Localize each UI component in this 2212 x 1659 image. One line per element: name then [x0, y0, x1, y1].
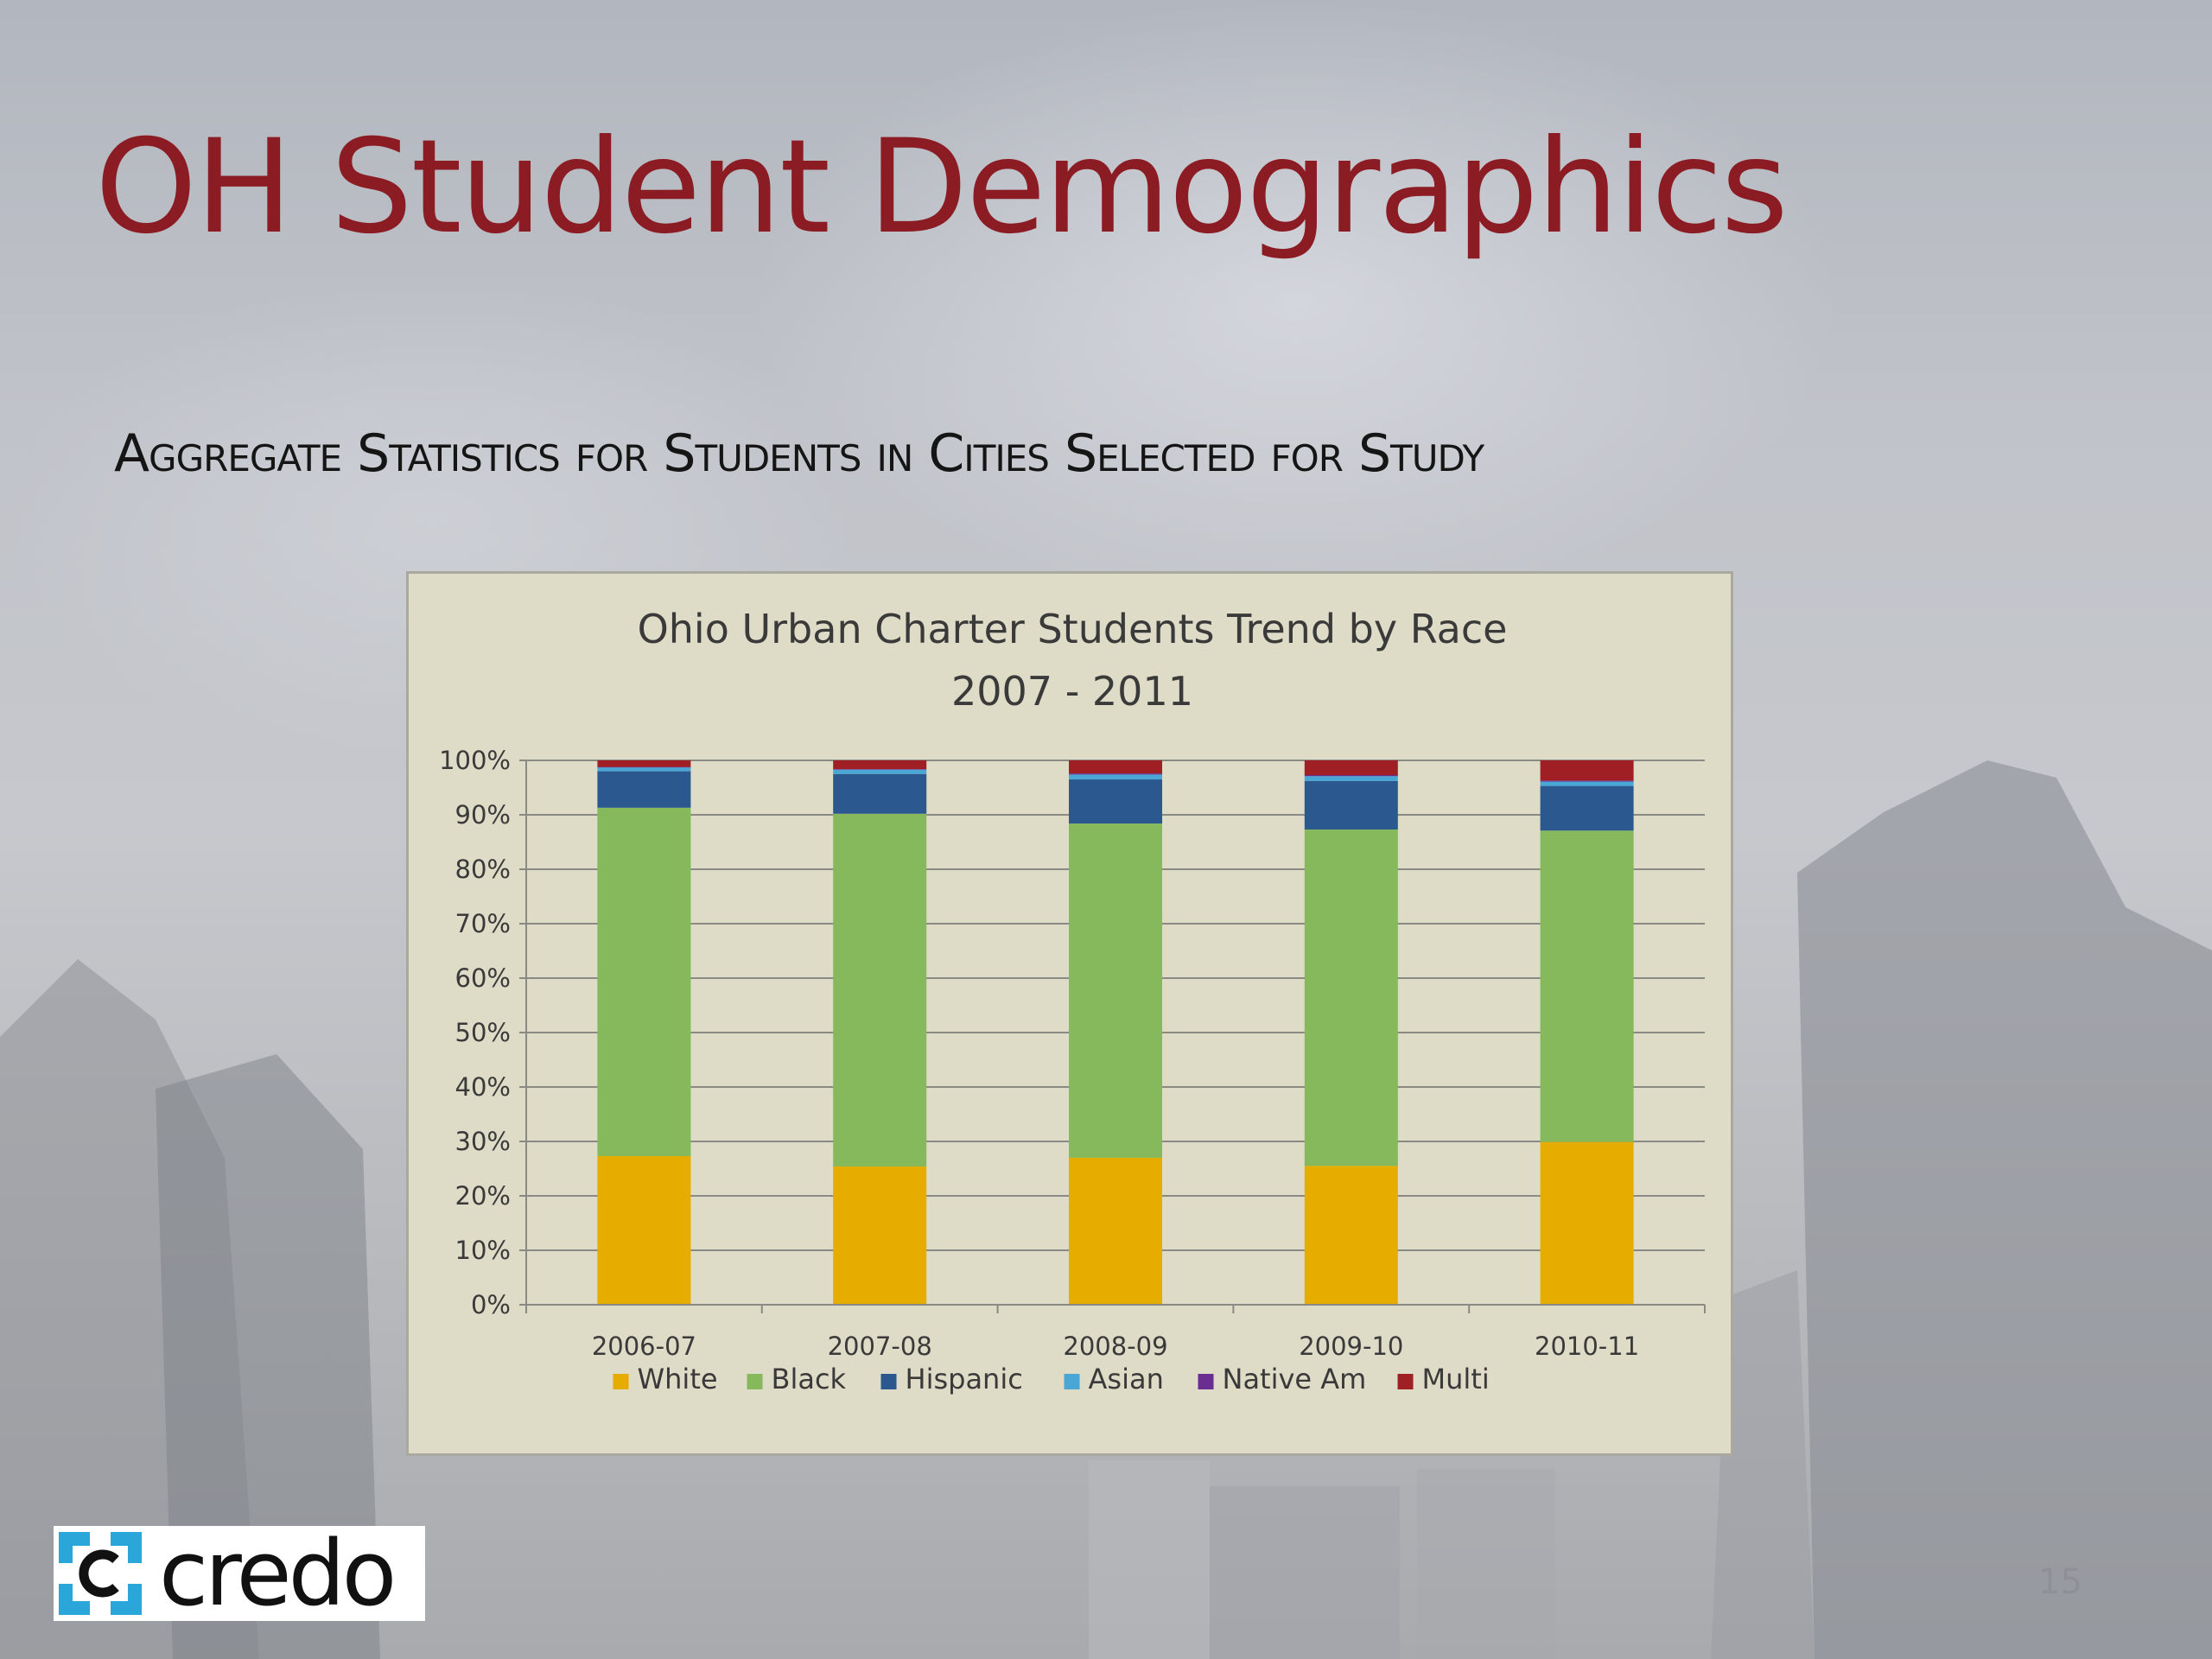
- x-axis: [525, 1304, 1706, 1313]
- chart-panel: Ohio Urban Charter Students Trend by Rac…: [406, 571, 1733, 1456]
- x-tick-label: 2007-08: [828, 1332, 932, 1361]
- credo-bracket-c-icon: [59, 1532, 142, 1615]
- bar-segment-multi: [1069, 760, 1162, 774]
- stacked-bar-chart: Ohio Urban Charter Students Trend by Rac…: [439, 606, 1706, 1395]
- y-tick-label: 60%: [455, 963, 511, 993]
- bar-segment-native-am: [1304, 775, 1398, 777]
- legend-swatch: [747, 1374, 763, 1389]
- bar-segment-white: [1304, 1166, 1398, 1305]
- x-tick-label: 2010-11: [1535, 1332, 1639, 1361]
- chart-title-line-1: Ohio Urban Charter Students Trend by Rac…: [638, 606, 1508, 652]
- y-tick-label: 30%: [455, 1127, 511, 1156]
- bar-segment-multi: [1540, 760, 1634, 781]
- legend-label: Black: [772, 1363, 847, 1395]
- bar-segment-white: [1540, 1141, 1634, 1305]
- legend-label: Native Am: [1223, 1363, 1367, 1395]
- slide-title: OH Student Demographics: [95, 112, 1789, 263]
- bar-segment-hispanic: [1304, 780, 1398, 830]
- x-tick-label: 2008-09: [1063, 1332, 1167, 1361]
- y-axis-tick-labels: 0% 10% 20% 30% 40% 50% 60% 70% 80% 90% 100%: [439, 746, 511, 1319]
- bar-segment-multi: [1304, 760, 1398, 776]
- bar-segment-multi: [597, 760, 691, 767]
- bar-segment-asian: [597, 767, 691, 772]
- bar-segment-black: [597, 807, 691, 1157]
- y-tick-label: 50%: [455, 1018, 511, 1047]
- bar-segment-asian: [1304, 776, 1398, 781]
- page-number: 15: [2038, 1562, 2082, 1602]
- bar-segment-native-am: [597, 766, 691, 768]
- chart-title-line-2: 2007 - 2011: [951, 668, 1193, 715]
- bar-segment-black: [1304, 830, 1398, 1166]
- y-tick-label: 100%: [439, 746, 511, 775]
- y-tick-label: 20%: [455, 1181, 511, 1211]
- legend-label: Multi: [1422, 1363, 1490, 1395]
- bar-segment-native-am: [833, 769, 927, 770]
- legend-swatch: [1397, 1374, 1414, 1389]
- legend-swatch: [613, 1374, 629, 1389]
- x-axis-tick-labels: 2006-07 2007-08 2008-09 2009-10 2010-11: [592, 1332, 1639, 1361]
- legend-label: Asian: [1089, 1363, 1164, 1395]
- credo-wordmark: credo: [159, 1521, 397, 1626]
- bar-segment-black: [833, 813, 927, 1166]
- bar-segment-native-am: [1069, 773, 1162, 775]
- bar-segment-hispanic: [1540, 785, 1634, 831]
- legend: White Black Hispanic Asian Native Am Multi: [613, 1363, 1490, 1395]
- legend-swatch: [880, 1374, 897, 1389]
- bar-segment-white: [1069, 1157, 1162, 1305]
- bar-segment-multi: [833, 760, 927, 770]
- bar-segment-white: [833, 1166, 927, 1305]
- x-tick-label: 2006-07: [592, 1332, 696, 1361]
- x-tick-label: 2009-10: [1299, 1332, 1403, 1361]
- credo-logo: credo: [54, 1526, 425, 1621]
- bar-segment-hispanic: [1069, 779, 1162, 824]
- legend-label: White: [638, 1363, 718, 1395]
- bar-segment-asian: [833, 769, 927, 774]
- y-tick-label: 40%: [455, 1072, 511, 1102]
- legend-label: Hispanic: [906, 1363, 1023, 1395]
- legend-swatch: [1198, 1374, 1214, 1389]
- slide-subtitle: Aggregate Statistics for Students in Cit…: [114, 423, 1484, 484]
- bar-segment-native-am: [1540, 780, 1634, 782]
- y-tick-label: 90%: [455, 800, 511, 830]
- bar-segment-hispanic: [833, 773, 927, 814]
- bars: [597, 760, 1634, 1305]
- bar-segment-black: [1540, 830, 1634, 1142]
- bar-segment-white: [597, 1156, 691, 1305]
- y-tick-label: 80%: [455, 855, 511, 884]
- bar-segment-black: [1069, 823, 1162, 1158]
- y-tick-label: 10%: [455, 1236, 511, 1265]
- legend-swatch: [1064, 1374, 1080, 1389]
- bar-segment-hispanic: [597, 771, 691, 808]
- bar-segment-asian: [1540, 781, 1634, 786]
- bar-segment-asian: [1069, 774, 1162, 780]
- y-tick-label: 70%: [455, 909, 511, 938]
- y-tick-label: 0%: [471, 1290, 511, 1319]
